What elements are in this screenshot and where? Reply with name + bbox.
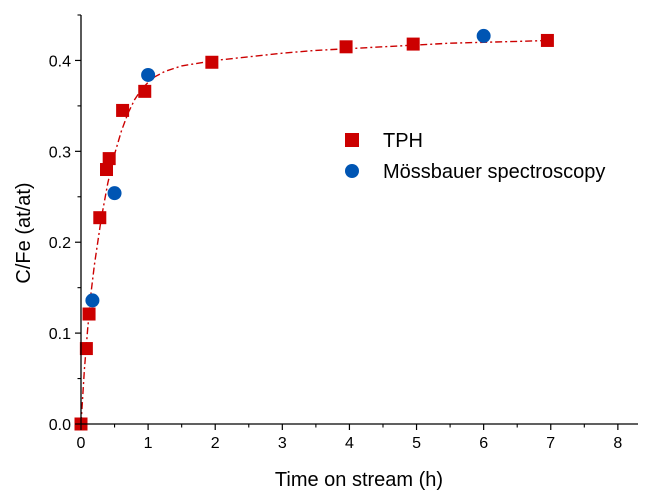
fit-curve-layer <box>80 39 551 425</box>
tph-point <box>138 84 152 98</box>
y-axis-title: C/Fe (at/at) <box>13 182 35 283</box>
x-tick-label: 0 <box>77 435 86 452</box>
legend-marker-mossbauer <box>345 164 359 178</box>
y-tick-label: 0.2 <box>49 235 71 252</box>
legend-label-mossbauer: Mössbauer spectroscopy <box>383 161 605 183</box>
x-tick-label: 8 <box>613 435 622 452</box>
x-axis-title: Time on stream (h) <box>275 469 443 491</box>
y-tick-label: 0.4 <box>49 53 71 70</box>
tph-point <box>540 33 554 47</box>
points-layer <box>74 28 554 431</box>
x-tick-label: 5 <box>412 435 421 452</box>
x-tick-label: 1 <box>144 435 153 452</box>
tph-point <box>82 307 96 321</box>
mossbauer-point <box>141 67 156 82</box>
x-tick-label: 7 <box>546 435 555 452</box>
x-tick-label: 4 <box>345 435 354 452</box>
x-tick-label: 3 <box>278 435 287 452</box>
axes <box>80 15 638 425</box>
mossbauer-point <box>107 186 122 201</box>
ticks: 0 1 2 3 4 5 6 7 8 0.0 0.1 0.2 0.3 0.4 <box>49 14 622 452</box>
fit-curve <box>80 39 551 425</box>
tph-point <box>205 55 219 69</box>
tph-point <box>100 163 114 177</box>
mossbauer-point <box>476 28 491 43</box>
mossbauer-point <box>85 293 100 308</box>
y-tick-label: 0.3 <box>49 144 71 161</box>
tph-point <box>406 37 420 51</box>
tph-point <box>116 103 130 117</box>
tph-point <box>93 211 107 225</box>
legend: TPH Mössbauer spectroscopy <box>345 130 605 183</box>
legend-label-tph: TPH <box>383 130 423 152</box>
tph-point <box>102 152 116 166</box>
tph-point <box>339 40 353 54</box>
x-tick-label: 6 <box>479 435 488 452</box>
legend-marker-tph <box>345 133 359 147</box>
tph-point <box>79 342 93 356</box>
x-tick-label: 2 <box>211 435 220 452</box>
y-tick-label: 0.1 <box>49 326 71 343</box>
y-tick-label: 0.0 <box>49 417 71 434</box>
